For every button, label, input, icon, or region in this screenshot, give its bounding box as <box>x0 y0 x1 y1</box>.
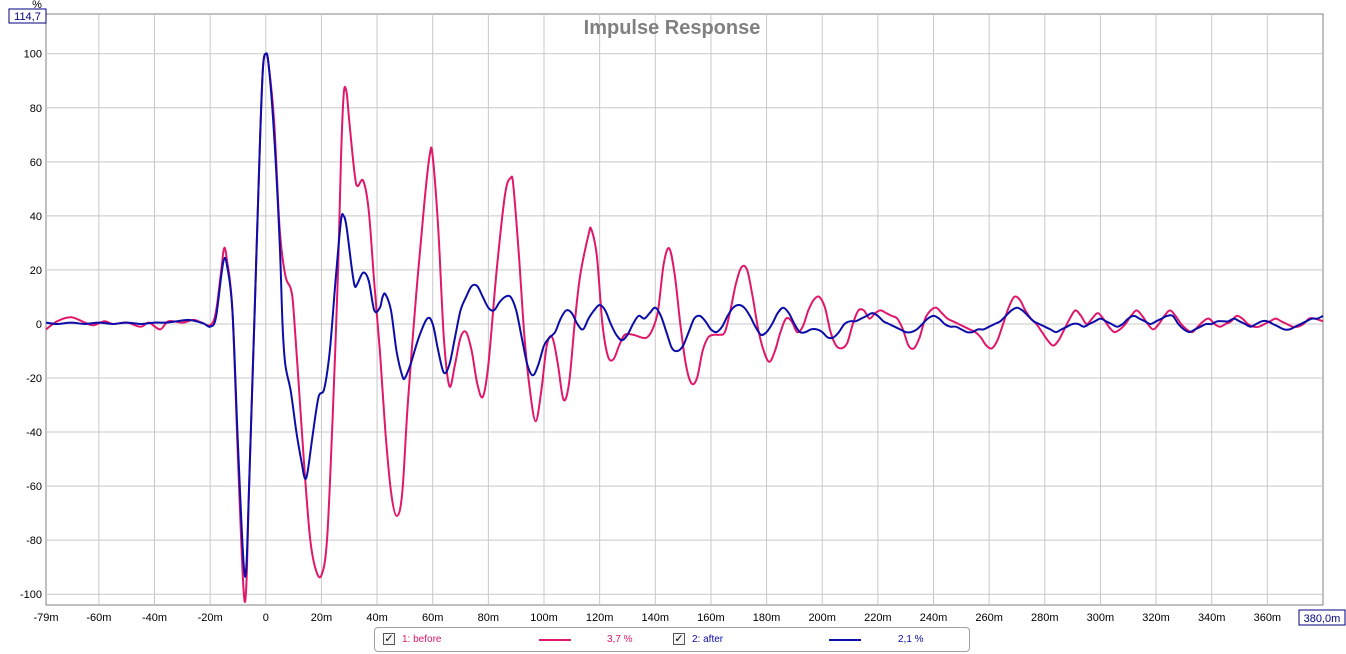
series-1-checkbox[interactable]: ✓ <box>383 632 395 645</box>
y-top-value: 114,7 <box>14 11 41 23</box>
x-tick-label: 360m <box>1254 612 1282 624</box>
x-tick-label: 320m <box>1142 612 1170 624</box>
series-2-checkbox[interactable]: ✓ <box>673 632 685 645</box>
y-tick-label: 0 <box>36 319 42 331</box>
y-unit-label: % <box>32 0 42 11</box>
x-tick-label: -79m <box>33 612 58 624</box>
series-2-name: 2: after <box>692 634 724 645</box>
series-1-name: 1: before <box>402 634 442 645</box>
x-tick-label: 280m <box>1031 612 1059 624</box>
x-tick-label: 100m <box>530 612 558 624</box>
series-2-value: 2,1 % <box>898 634 924 645</box>
x-tick-label: 180m <box>753 612 781 624</box>
x-tick-label: 200m <box>808 612 836 624</box>
x-tick-label: 160m <box>697 612 725 624</box>
series-1-swatch <box>539 639 571 641</box>
grid <box>46 14 1323 605</box>
x-tick-label: 220m <box>864 612 892 624</box>
x-axis: -79m -60m -40m -20m 0 20m 40m 60m 80m 100m 120m 140… <box>33 612 1281 624</box>
y-axis: 100 80 60 40 20 0 -20 -40 -60 -80 -100 <box>20 49 42 601</box>
x-tick-label: 240m <box>920 612 948 624</box>
y-tick-label: -40 <box>26 427 42 439</box>
y-tick-label: -60 <box>26 481 42 493</box>
x-tick-label: 80m <box>478 612 499 624</box>
y-tick-label: 60 <box>30 157 42 169</box>
y-tick-label: -20 <box>26 373 42 385</box>
x-tick-label: -20m <box>198 612 223 624</box>
y-tick-label: 20 <box>30 265 42 277</box>
series-2-swatch <box>829 639 861 641</box>
y-tick-label: -80 <box>26 535 42 547</box>
x-tick-label: 140m <box>642 612 670 624</box>
x-tick-label: 60m <box>422 612 443 624</box>
x-end-value: 380,0m <box>1304 613 1341 625</box>
plot-area <box>45 13 1324 606</box>
y-tick-label: -100 <box>20 589 42 601</box>
x-tick-label: 260m <box>975 612 1003 624</box>
series-layer <box>45 52 1324 603</box>
y-tick-label: 40 <box>30 211 42 223</box>
x-tick-label: 340m <box>1198 612 1226 624</box>
x-tick-label: 300m <box>1087 612 1115 624</box>
x-end-value-box[interactable] <box>1298 609 1346 626</box>
legend: ✓ 1: before 3,7 % ✓ 2: after 2,1 % <box>374 627 970 652</box>
x-tick-label: 0 <box>263 612 269 624</box>
x-tick-label: 120m <box>586 612 614 624</box>
chart-title: Impulse Response <box>584 17 761 39</box>
series-line-1 <box>45 52 1324 603</box>
y-tick-label: 100 <box>24 49 42 61</box>
y-top-value-box[interactable] <box>8 8 47 24</box>
x-tick-label: -60m <box>86 612 111 624</box>
x-tick-label: -40m <box>142 612 167 624</box>
y-tick-label: 80 <box>30 103 42 115</box>
series-line-2 <box>45 52 1324 578</box>
x-tick-label: 40m <box>366 612 387 624</box>
x-tick-label: 20m <box>311 612 332 624</box>
series-1-value: 3,7 % <box>607 634 633 645</box>
